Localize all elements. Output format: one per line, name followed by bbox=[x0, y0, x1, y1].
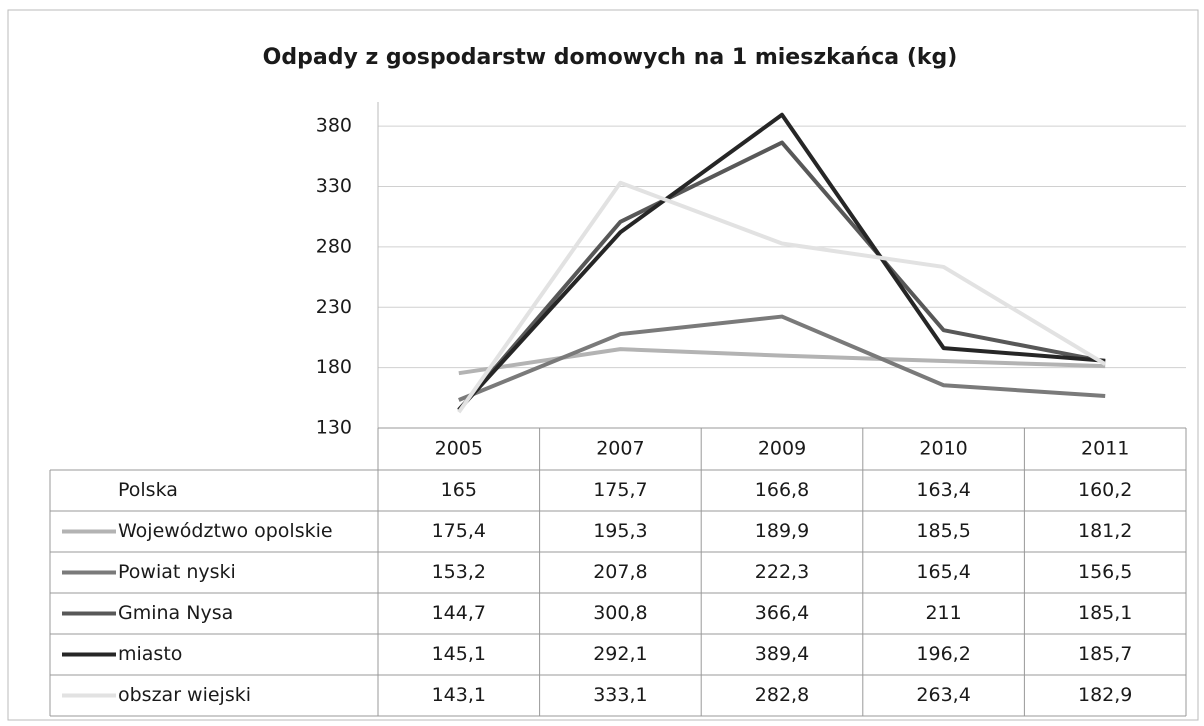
legend-label: Powiat nyski bbox=[118, 561, 236, 583]
y-tick-label: 280 bbox=[316, 235, 352, 257]
legend-label: miasto bbox=[118, 643, 182, 665]
legend-label: Gmina Nysa bbox=[118, 602, 233, 624]
chart-frame bbox=[7, 9, 1199, 721]
table-value: 163,4 bbox=[916, 479, 970, 501]
table-value: 195,3 bbox=[593, 520, 647, 542]
table-value: 263,4 bbox=[916, 684, 970, 706]
table-value: 222,3 bbox=[755, 561, 809, 583]
table-value: 166,8 bbox=[755, 479, 809, 501]
table-value: 143,1 bbox=[432, 684, 486, 706]
y-tick-label: 130 bbox=[316, 417, 352, 439]
table-value: 160,2 bbox=[1078, 479, 1132, 501]
series-line bbox=[457, 112, 1106, 412]
table-value: 333,1 bbox=[593, 684, 647, 706]
x-tick-label: 2011 bbox=[1081, 438, 1129, 460]
x-tick-label: 2005 bbox=[435, 438, 483, 460]
x-tick-label: 2010 bbox=[919, 438, 967, 460]
table-value: 185,1 bbox=[1078, 602, 1132, 624]
table-value: 182,9 bbox=[1078, 684, 1132, 706]
table-value: 300,8 bbox=[593, 602, 647, 624]
series-line bbox=[457, 140, 1106, 412]
chart-title: Odpady z gospodarstw domowych na 1 miesz… bbox=[263, 45, 958, 70]
y-tick-label: 180 bbox=[316, 356, 352, 378]
table-value: 366,4 bbox=[755, 602, 809, 624]
table-value: 185,7 bbox=[1078, 643, 1132, 665]
table-value: 207,8 bbox=[593, 561, 647, 583]
table-value: 144,7 bbox=[432, 602, 486, 624]
x-tick-label: 2007 bbox=[596, 438, 644, 460]
legend-label: obszar wiejski bbox=[118, 684, 251, 706]
table-value: 181,2 bbox=[1078, 520, 1132, 542]
table-value: 292,1 bbox=[593, 643, 647, 665]
table-value: 175,4 bbox=[432, 520, 486, 542]
table-value: 165 bbox=[441, 479, 477, 501]
x-tick-label: 2009 bbox=[758, 438, 806, 460]
y-tick-label: 230 bbox=[316, 296, 352, 318]
table-value: 156,5 bbox=[1078, 561, 1132, 583]
table-value: 389,4 bbox=[755, 643, 809, 665]
legend-label: Polska bbox=[118, 479, 178, 501]
table-value: 175,7 bbox=[593, 479, 647, 501]
table-value: 196,2 bbox=[916, 643, 970, 665]
series-line bbox=[458, 314, 1106, 402]
table-value: 282,8 bbox=[755, 684, 809, 706]
table-value: 153,2 bbox=[432, 561, 486, 583]
y-tick-label: 380 bbox=[316, 115, 352, 137]
table-value: 185,5 bbox=[916, 520, 970, 542]
legend-label: Województwo opolskie bbox=[118, 520, 333, 542]
table-value: 211 bbox=[925, 602, 961, 624]
y-tick-label: 330 bbox=[316, 175, 352, 197]
table-value: 165,4 bbox=[916, 561, 970, 583]
table-value: 189,9 bbox=[755, 520, 809, 542]
series-line bbox=[457, 180, 1107, 414]
table-value: 145,1 bbox=[432, 643, 486, 665]
